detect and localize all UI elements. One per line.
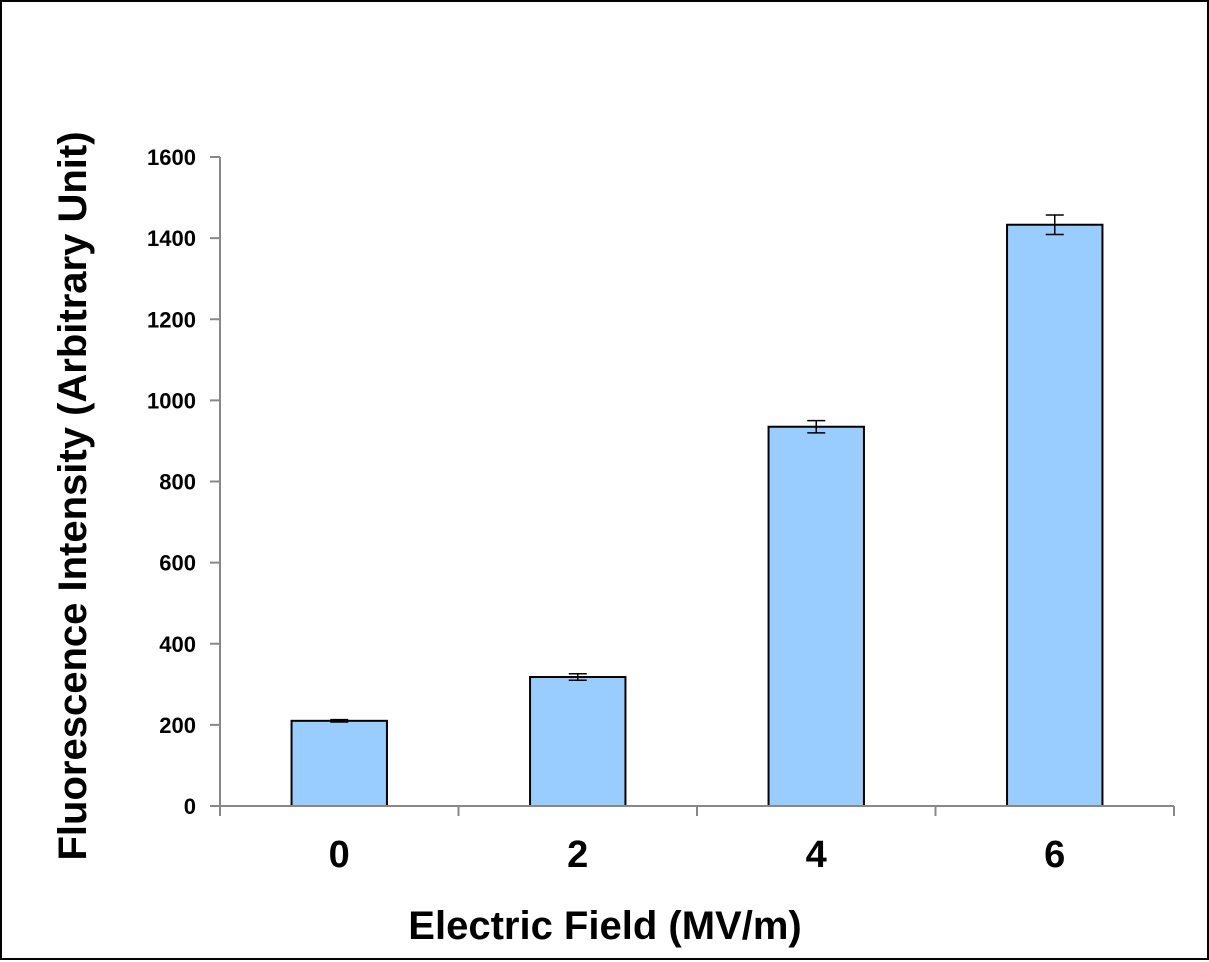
x-axis-title: Electric Field (MV/m) xyxy=(408,904,801,948)
y-tick-label: 200 xyxy=(159,713,196,738)
y-tick-label: 1200 xyxy=(147,307,196,332)
x-tick-label: 4 xyxy=(806,834,827,876)
x-tick-label: 6 xyxy=(1044,834,1065,876)
bar xyxy=(290,719,388,807)
x-tick-label: 2 xyxy=(567,834,588,876)
bar xyxy=(1006,223,1104,807)
y-tick-label: 1400 xyxy=(147,226,196,251)
y-tick-label: 400 xyxy=(159,632,196,657)
y-ticks-layer: 0 200 400 600 800 1000 1200 1400 1600 xyxy=(147,145,220,819)
y-tick-label: 0 xyxy=(184,794,196,819)
y-tick-label: 600 xyxy=(159,551,196,576)
x-ticks-layer: 0 2 4 6 xyxy=(219,806,1175,876)
error-bars-layer xyxy=(330,214,1064,723)
bar xyxy=(767,425,865,807)
bars-layer xyxy=(290,223,1104,807)
y-tick-label: 1000 xyxy=(147,388,196,413)
y-axis-title: Fluorescence Intensity (Arbitrary Unit) xyxy=(51,131,95,860)
x-tick-label: 0 xyxy=(329,834,350,876)
bar xyxy=(529,676,627,807)
y-tick-label: 1600 xyxy=(147,145,196,170)
y-tick-label: 800 xyxy=(159,470,196,495)
